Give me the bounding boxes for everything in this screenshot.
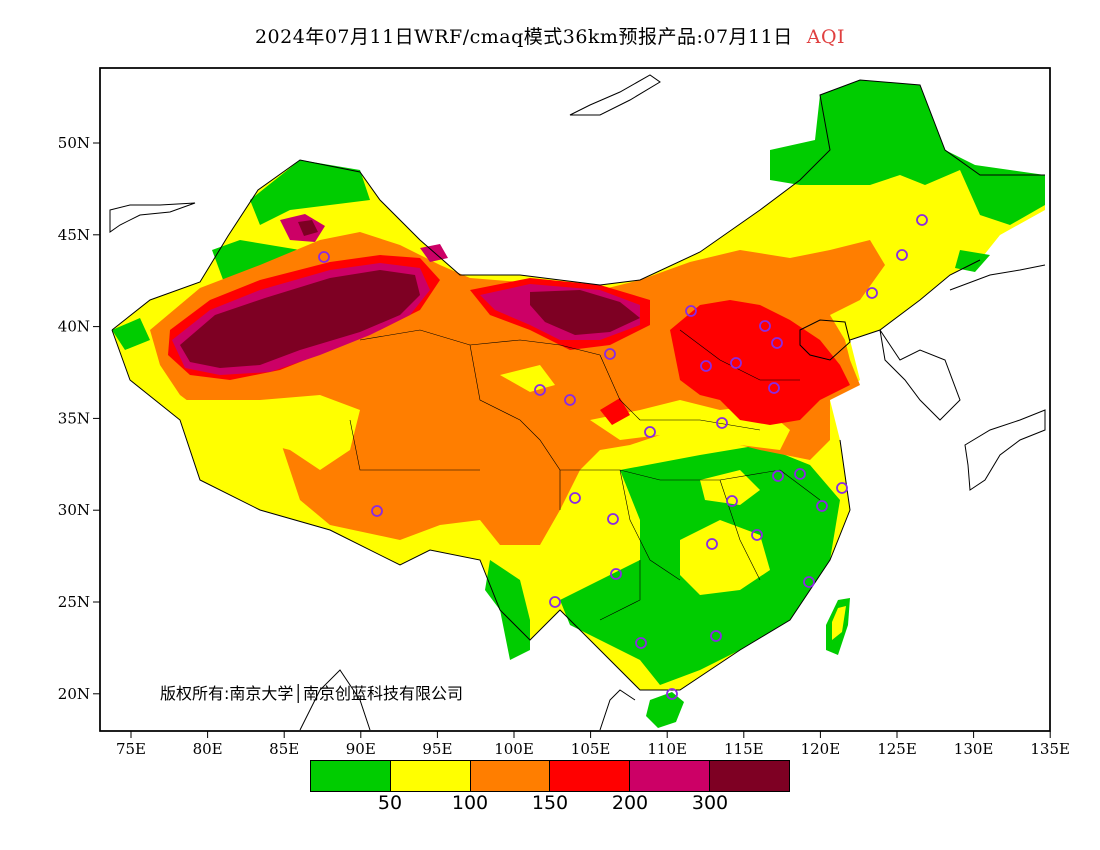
station-marker: [604, 348, 616, 360]
province-lines: [349, 329, 821, 621]
x-tick-label: 75E: [116, 740, 146, 758]
y-tick-label: 25N: [58, 593, 90, 611]
baikal: [569, 74, 661, 116]
station-marker: [569, 492, 581, 504]
station-marker: [549, 596, 561, 608]
legend-swatch: [630, 761, 711, 791]
station-marker: [706, 538, 718, 550]
x-tick-label: 95E: [422, 740, 452, 758]
station-marker: [716, 417, 728, 429]
region-hazardous-n: [530, 290, 640, 335]
station-marker: [610, 568, 622, 580]
station-marker: [318, 251, 330, 263]
x-tick-label: 125E: [877, 740, 917, 758]
station-marker: [726, 495, 738, 507]
caspian: [109, 202, 196, 233]
station-marker: [730, 357, 742, 369]
japan-coast: [964, 409, 1046, 491]
legend-swatch: [390, 761, 471, 791]
station-markers: [318, 214, 928, 700]
region-moderate-south: [680, 520, 770, 595]
title-variable: AQI: [806, 26, 846, 48]
x-tick-label: 80E: [193, 740, 223, 758]
x-tick-label: 135E: [1030, 740, 1070, 758]
title-main: 2024年07月11日WRF/cmaq模式36km预报产品:07月11日: [254, 26, 793, 48]
x-tick-label: 105E: [571, 740, 611, 758]
x-tick-label: 110E: [647, 740, 687, 758]
station-marker: [685, 305, 697, 317]
y-tick-label: 40N: [58, 318, 90, 336]
x-tick-label: 120E: [801, 740, 841, 758]
region-taiwan-core: [832, 606, 846, 640]
region-good-northwest: [250, 160, 370, 225]
region-good-southwest: [485, 560, 530, 660]
legend-swatch: [311, 761, 391, 791]
x-axis: 75E 80E 85E 90E 95E 100E 105E 110E 115E 120E 125E 1…: [116, 731, 1070, 758]
y-tick-label: 35N: [58, 409, 90, 427]
station-marker: [759, 320, 771, 332]
y-tick-label: 50N: [58, 134, 90, 152]
x-tick-label: 85E: [269, 740, 299, 758]
station-marker: [836, 482, 848, 494]
region-moderate-tibet: [180, 395, 360, 470]
boundaries: [109, 74, 1046, 731]
station-marker: [564, 394, 576, 406]
station-marker: [772, 470, 784, 482]
legend-swatch: [470, 761, 551, 791]
station-marker: [700, 360, 712, 372]
legend-tick-label: 300: [691, 792, 729, 814]
x-tick-label: 90E: [346, 740, 376, 758]
region-hazardous: [180, 270, 420, 368]
station-marker: [768, 382, 780, 394]
station-marker: [816, 500, 828, 512]
station-marker: [534, 384, 546, 396]
region-good-farwest: [112, 318, 150, 350]
sea-coast-sw: [299, 669, 636, 731]
region-unhealthy-sc: [600, 398, 630, 425]
x-tick-label: 130E: [954, 740, 994, 758]
legend-tick-label: 50: [377, 792, 403, 814]
map-title: 2024年07月11日WRF/cmaq模式36km预报产品:07月11日 AQI: [0, 22, 1100, 49]
legend-tick-label: 150: [531, 792, 569, 814]
station-marker: [644, 426, 656, 438]
station-marker: [710, 630, 722, 642]
y-tick-label: 30N: [58, 501, 90, 519]
china-border: [111, 79, 1045, 691]
russia-coast: [949, 264, 1046, 291]
legend-swatch: [550, 761, 631, 791]
legend-swatch: [710, 761, 789, 791]
region-good-east: [955, 250, 990, 272]
legend-tick-label: 200: [611, 792, 649, 814]
station-marker: [771, 337, 783, 349]
region-moderate-south2: [700, 470, 760, 505]
legend-tick-label: 100: [451, 792, 489, 814]
station-marker: [803, 576, 815, 588]
y-tick-label: 20N: [58, 685, 90, 703]
y-tick-label: 45N: [58, 226, 90, 244]
y-axis: 50N 45N 40N 35N 30N 25N 20N: [58, 134, 100, 703]
station-marker: [607, 513, 619, 525]
station-marker: [371, 505, 383, 517]
copyright-text: 版权所有:南京大学│南京创蓝科技有限公司: [160, 684, 464, 703]
station-marker: [751, 529, 763, 541]
station-marker: [794, 468, 806, 480]
station-marker: [896, 249, 908, 261]
map-frame-border: [99, 67, 1051, 732]
legend-ticks: 50 100 150 200 300: [0, 792, 1100, 822]
bohai-coast: [799, 319, 851, 361]
station-marker: [666, 688, 678, 700]
color-legend: [310, 760, 790, 792]
region-hazardous-a: [298, 220, 318, 236]
station-marker: [916, 214, 928, 226]
region-good-northeast: [770, 80, 1045, 225]
station-marker: [866, 287, 878, 299]
region-unhealthy: [670, 300, 850, 425]
x-tick-label: 115E: [724, 740, 764, 758]
korea-coast: [879, 329, 961, 421]
station-marker: [635, 637, 647, 649]
x-tick-label: 100E: [494, 740, 534, 758]
region-very-unhealthy-b: [420, 244, 448, 262]
region-hainan: [646, 692, 684, 728]
